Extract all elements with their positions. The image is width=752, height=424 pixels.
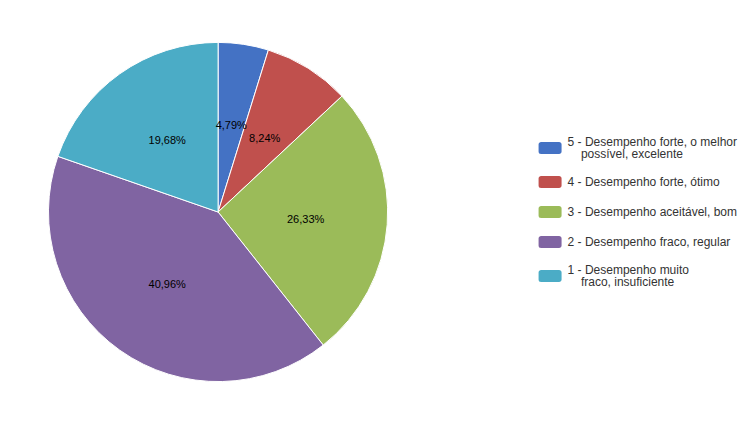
svg-text:19,68%: 19,68% bbox=[149, 134, 187, 146]
svg-text:fraco, insuficiente: fraco, insuficiente bbox=[568, 275, 675, 289]
svg-text:possível, excelente: possível, excelente bbox=[568, 147, 684, 161]
svg-text:4 - Desempenho forte, ótimo: 4 - Desempenho forte, ótimo bbox=[568, 175, 720, 189]
svg-text:5 - Desempenho forte, o melhor: 5 - Desempenho forte, o melhor bbox=[567, 135, 737, 149]
svg-text:4,79%: 4,79% bbox=[216, 119, 247, 131]
svg-text:3 - Desempenho aceitável, bom: 3 - Desempenho aceitável, bom bbox=[568, 205, 737, 219]
svg-text:2 - Desempenho fraco, regular: 2 - Desempenho fraco, regular bbox=[568, 235, 731, 249]
svg-text:1 - Desempenho muito: 1 - Desempenho muito bbox=[567, 263, 689, 277]
svg-text:40,96%: 40,96% bbox=[149, 278, 187, 290]
svg-text:26,33%: 26,33% bbox=[287, 213, 325, 225]
svg-text:8,24%: 8,24% bbox=[249, 132, 280, 144]
